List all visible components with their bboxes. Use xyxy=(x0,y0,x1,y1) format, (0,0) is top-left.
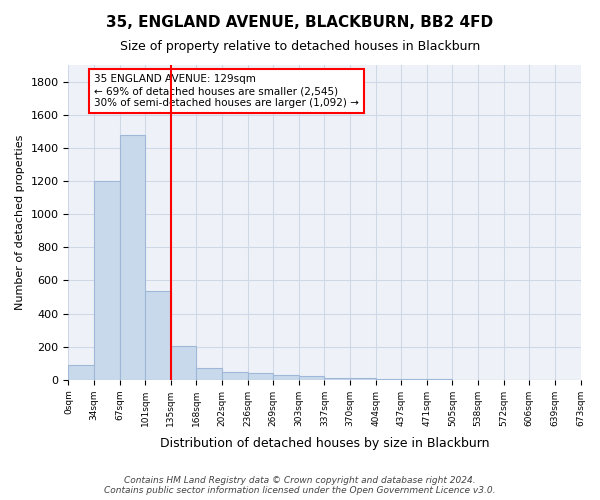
Text: Contains HM Land Registry data © Crown copyright and database right 2024.
Contai: Contains HM Land Registry data © Crown c… xyxy=(104,476,496,495)
Text: 35, ENGLAND AVENUE, BLACKBURN, BB2 4FD: 35, ENGLAND AVENUE, BLACKBURN, BB2 4FD xyxy=(106,15,494,30)
Bar xyxy=(273,375,299,380)
Bar xyxy=(376,379,401,380)
Bar xyxy=(299,376,325,380)
Y-axis label: Number of detached properties: Number of detached properties xyxy=(15,134,25,310)
X-axis label: Distribution of detached houses by size in Blackburn: Distribution of detached houses by size … xyxy=(160,437,489,450)
Text: Size of property relative to detached houses in Blackburn: Size of property relative to detached ho… xyxy=(120,40,480,53)
Bar xyxy=(145,291,171,380)
Bar xyxy=(325,378,350,380)
Bar xyxy=(119,136,145,380)
Text: 35 ENGLAND AVENUE: 129sqm
← 69% of detached houses are smaller (2,545)
30% of se: 35 ENGLAND AVENUE: 129sqm ← 69% of detac… xyxy=(94,74,359,108)
Bar xyxy=(248,373,273,380)
Bar xyxy=(171,346,196,380)
Bar xyxy=(196,368,222,380)
Bar xyxy=(350,378,376,380)
Bar xyxy=(222,372,248,380)
Bar xyxy=(68,365,94,380)
Bar xyxy=(94,181,119,380)
